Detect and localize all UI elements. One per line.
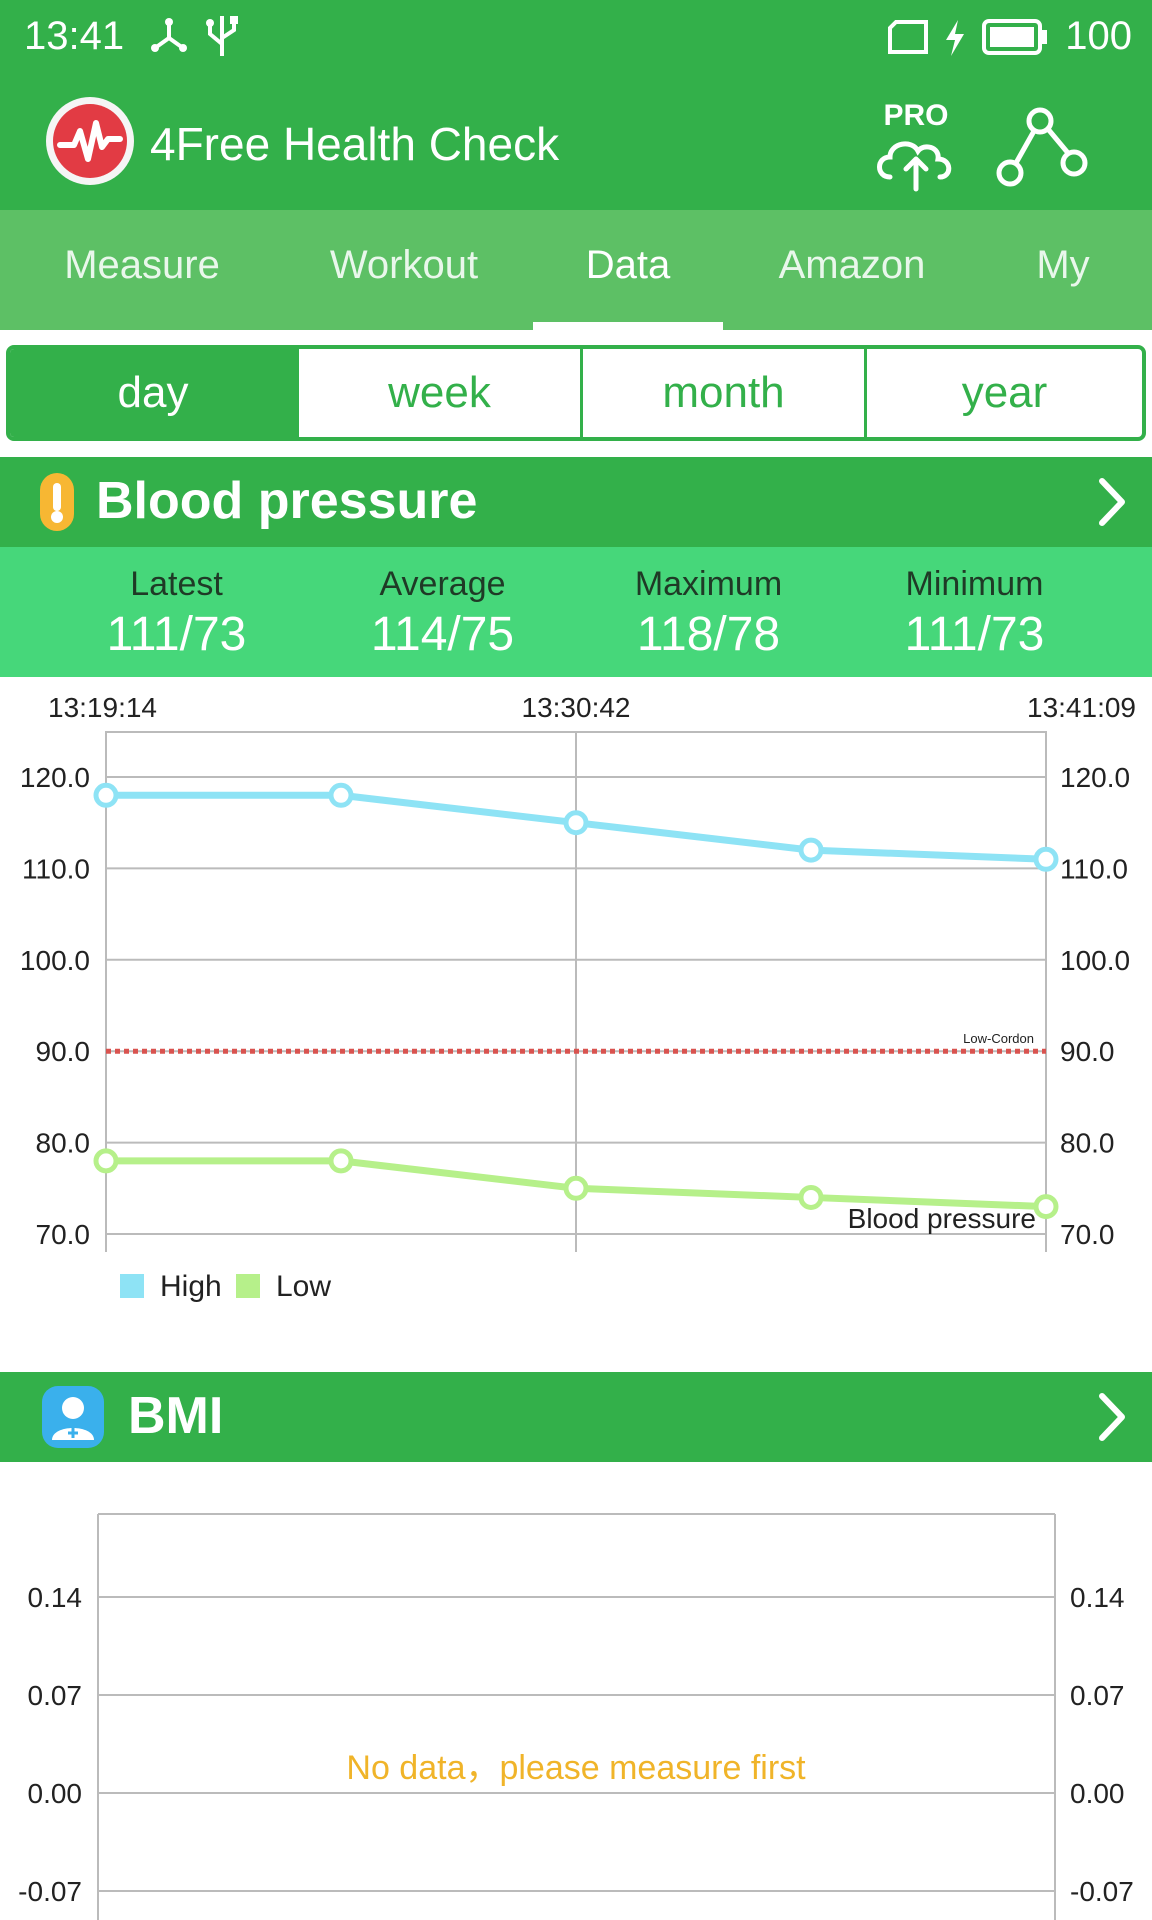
y-tick-label-right: 0.00	[1070, 1778, 1125, 1809]
cloud-upload-icon: PRO	[877, 99, 952, 192]
y-tick-label-left: 0.00	[28, 1778, 83, 1809]
x-tick-label: 13:19:14	[48, 692, 157, 723]
tab-amazon[interactable]: Amazon	[778, 243, 926, 287]
period-selector: day week month year	[6, 345, 1146, 441]
y-tick-label-right: 80.0	[1060, 1128, 1115, 1159]
data-point-high	[328, 782, 354, 808]
tab-measure[interactable]: Measure	[64, 243, 220, 287]
period-week[interactable]: week	[296, 349, 580, 437]
user-profile-icon	[42, 1386, 104, 1448]
stat-label: Minimum	[905, 565, 1044, 603]
chevron-right-icon	[1099, 1393, 1125, 1441]
data-point-high	[563, 810, 589, 836]
stat-value: 111/73	[904, 608, 1045, 661]
tab-workout[interactable]: Workout	[329, 243, 479, 287]
y-tick-label-right: 0.07	[1070, 1680, 1125, 1711]
data-point-low	[563, 1175, 589, 1201]
stat-value: 118/78	[636, 608, 781, 661]
y-tick-label-right: -0.07	[1070, 1876, 1134, 1907]
network-icon	[151, 18, 187, 52]
tab-my[interactable]: My	[1036, 243, 1090, 287]
stat-value: 114/75	[370, 608, 515, 661]
y-tick-label-left: 70.0	[36, 1219, 91, 1250]
y-tick-label-right: 110.0	[1060, 853, 1128, 884]
share-button[interactable]	[996, 107, 1088, 189]
blood-pressure-header[interactable]: Blood pressure	[0, 457, 1152, 547]
usb-icon	[206, 16, 238, 56]
thermometer-icon	[40, 473, 74, 531]
period-day[interactable]: day	[10, 349, 296, 437]
stat-label: Maximum	[634, 565, 783, 603]
blood-pressure-stats: Latest 111/73 Average 114/75 Maximum 118…	[0, 547, 1152, 677]
bmi-header[interactable]: BMI	[0, 1372, 1152, 1462]
blood-pressure-chart: 70.0 70.0 80.0 80.0 90.0 90.0 100.0 100.0 110.0 1…	[20, 692, 1136, 1252]
legend-item-low: Low	[236, 1270, 336, 1306]
battery-level: 100	[1065, 14, 1132, 58]
stat-value: 111/73	[106, 608, 247, 661]
data-point-high	[798, 837, 824, 863]
data-point-high	[93, 782, 119, 808]
share-icon	[996, 107, 1088, 187]
data-point-low	[328, 1148, 354, 1174]
legend-label-high: High	[160, 1270, 222, 1303]
y-tick-label-left: 0.14	[28, 1582, 83, 1613]
legend-item-high: High	[120, 1270, 222, 1306]
blood-pressure-title: Blood pressure	[96, 472, 478, 530]
y-tick-label-left: 0.07	[28, 1680, 83, 1711]
status-bar: 13:41 100	[0, 0, 1152, 75]
y-tick-label-left: 90.0	[36, 1036, 91, 1067]
bmi-chart: 0.14 0.14 0.07 0.07 0.00 0.00 -0.07 -0.07 No dat…	[18, 1513, 1134, 1920]
app-bar: 4Free Health Check PRO	[0, 75, 1152, 210]
y-tick-label-left: -0.07	[18, 1876, 82, 1907]
y-tick-label-right: 100.0	[1060, 945, 1130, 976]
legend-label-low: Low	[276, 1270, 332, 1303]
period-year[interactable]: year	[864, 349, 1142, 437]
x-tick-label: 13:41:09	[1027, 692, 1136, 723]
data-point-low	[93, 1148, 119, 1174]
stat-label: Average	[379, 565, 506, 603]
period-month[interactable]: month	[580, 349, 864, 437]
active-tab-indicator	[533, 322, 723, 330]
bmi-title: BMI	[128, 1387, 224, 1445]
y-tick-label-left: 120.0	[20, 762, 90, 793]
main-tab-bar: Measure Workout Data Amazon My	[0, 210, 1152, 330]
y-tick-label-left: 100.0	[20, 945, 90, 976]
data-point-low	[798, 1184, 824, 1210]
pro-label: PRO	[883, 99, 948, 132]
stat-label: Latest	[130, 565, 223, 603]
legend-swatch-high	[120, 1274, 144, 1298]
heartbeat-logo-icon	[46, 97, 134, 185]
tab-data[interactable]: Data	[585, 243, 671, 287]
data-point-high	[1033, 846, 1059, 872]
charging-icon	[946, 20, 964, 56]
status-time: 13:41	[24, 14, 125, 58]
legend-swatch-low	[236, 1274, 260, 1298]
low-cordon-label: Low-Cordon	[963, 1031, 1034, 1046]
app-title: 4Free Health Check	[150, 118, 560, 170]
y-tick-label-right: 90.0	[1060, 1036, 1115, 1067]
x-tick-label: 13:30:42	[522, 692, 631, 723]
battery-icon	[982, 19, 1047, 55]
y-tick-label-left: 80.0	[36, 1128, 91, 1159]
bmi-empty-message: No data，please measure first	[346, 1749, 806, 1787]
data-point-low	[1033, 1194, 1059, 1220]
chevron-right-icon	[1099, 478, 1125, 526]
y-tick-label-right: 0.14	[1070, 1582, 1125, 1613]
y-tick-label-right: 120.0	[1060, 762, 1130, 793]
y-tick-label-right: 70.0	[1060, 1219, 1115, 1250]
pro-cloud-upload-button[interactable]: PRO	[868, 97, 964, 193]
sim-icon	[888, 20, 928, 54]
y-tick-label-left: 110.0	[22, 853, 90, 884]
